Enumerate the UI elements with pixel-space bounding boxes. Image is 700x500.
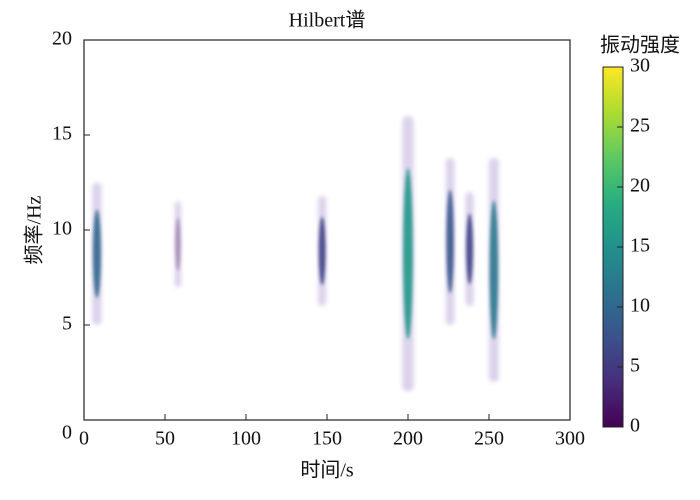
colorbar-tick-label: 15 — [630, 235, 650, 257]
x-tick-label: 250 — [474, 428, 504, 450]
x-tick-label: 100 — [231, 428, 261, 450]
y-tick-label: 15 — [52, 123, 72, 145]
x-axis-label: 时间/s — [300, 459, 354, 482]
chart-title: Hilbert谱 — [289, 9, 366, 32]
colorbar-tick-label: 20 — [630, 175, 650, 197]
y-axis-label: 频率/Hz — [23, 195, 46, 264]
burst-core — [403, 168, 413, 340]
x-tick-label: 300 — [555, 428, 585, 450]
colorbar-tick-label: 30 — [630, 55, 650, 77]
burst-core — [175, 217, 181, 271]
burst-core — [489, 200, 499, 340]
y-tick-label: 10 — [52, 218, 72, 240]
colorbar-tick-label: 0 — [630, 415, 640, 437]
colorbar-tick-label: 5 — [630, 355, 640, 377]
y-tick-label: 0 — [62, 422, 72, 444]
x-tick-label: 150 — [312, 428, 342, 450]
y-tick-label: 20 — [52, 28, 72, 50]
burst-core — [318, 216, 326, 286]
y-tick-label: 5 — [62, 313, 72, 335]
x-tick-label: 200 — [393, 428, 423, 450]
plot-area — [92, 116, 499, 392]
colorbar-tick-label: 25 — [630, 115, 650, 137]
x-tick-label: 50 — [155, 428, 175, 450]
burst-core — [466, 213, 473, 285]
burst-core — [92, 209, 101, 298]
colorbar-title: 振动强度 — [600, 34, 680, 57]
x-tick-label: 0 — [79, 428, 89, 450]
burst-core — [446, 189, 454, 294]
colorbar-tick-label: 10 — [630, 295, 650, 317]
